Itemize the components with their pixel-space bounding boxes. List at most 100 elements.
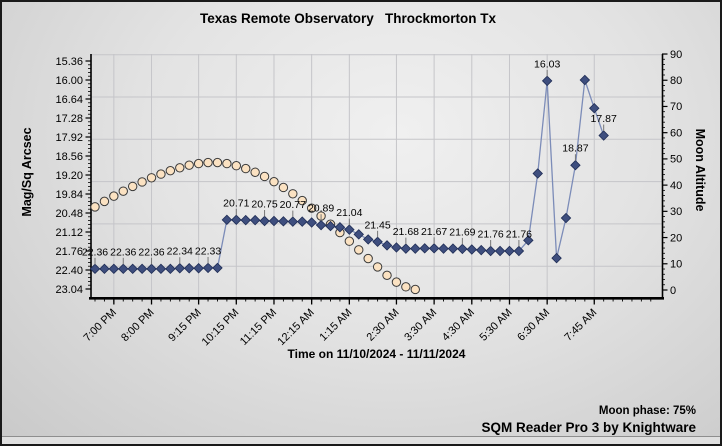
moon-data-point [231,161,242,171]
sqm-data-point [268,215,280,227]
sqm-data-point [466,244,478,255]
app-credit: SQM Reader Pro 3 by Knightware [481,420,696,435]
sqm-data-point [202,262,214,274]
sqm-data-point [249,214,261,226]
sqm-data-point [579,74,591,86]
sqm-data-point [221,214,233,226]
right-axis-ticks: 90 80 70 60 50 40 30 20 10 0 [662,49,682,297]
right-axis-tick-label: 80 [670,75,682,87]
sqm-data-point [193,262,204,274]
x-axis-tick-label: 8:00 PM [119,307,156,344]
left-axis-tick-label: 20.48 [55,208,83,220]
moon-phase-label: Moon phase: 75% [598,405,696,417]
sqm-data-point [155,263,167,275]
moon-data-point [193,158,204,169]
x-axis-tick-label: 12:15 AM [275,307,316,348]
sqm-point-label: 21.04 [336,207,362,219]
sqm-point-label: 21.68 [393,226,419,238]
sqm-data-point [485,245,496,257]
moon-data-point [127,181,138,192]
sqm-data-point [447,243,459,254]
moon-data-point [278,182,289,193]
sqm-data-point [306,217,317,228]
sqm-data-point [231,214,242,226]
left-axis-tick-label: 17.28 [55,113,83,125]
sqm-data-point [165,263,176,275]
sqm-point-label: 22.36 [82,246,108,258]
moon-data-point [156,169,166,179]
moon-data-point [410,284,420,295]
right-axis-tick-label: 20 [670,232,682,244]
left-axis-tick-label: 15.36 [55,56,83,68]
right-axis-tick-label: 0 [670,285,676,297]
x-axis-tick-label: 11:15 PM [238,307,279,348]
sqm-data-point [504,245,515,257]
sqm-data-point [532,168,543,179]
sqm-data-point [127,263,138,275]
sqm-point-label: 20.71 [223,197,249,209]
left-axis-tick-label: 16.64 [55,94,83,106]
sqm-data-point [523,235,534,246]
sqm-data-point [541,75,553,87]
sqm-point-label: 17.87 [591,113,617,125]
sqm-data-point [494,245,506,257]
moon-data-point [382,270,392,281]
status-bar [2,436,720,444]
sqm-point-label: 21.76 [506,229,532,241]
x-axis-tick-label: 7:45 AM [562,307,599,344]
left-axis-tick-label: 21.12 [55,227,83,239]
moon-data-point [391,277,402,287]
moon-data-point [222,158,232,169]
moon-data-point [344,236,355,246]
sqm-data-point [513,245,525,257]
sqm-point-label: 22.36 [110,246,136,258]
sqm-point-label: 20.77 [280,199,306,211]
sqm-data-point [118,263,129,275]
sqm-point-label: 20.89 [308,203,334,215]
sqm-data-point [391,242,402,253]
sqm-data-point [287,216,299,227]
sqm-point-label: 18.87 [562,143,588,155]
moon-data-point [165,165,176,176]
sqm-data-point [438,243,449,254]
gridlines [91,54,662,297]
sqm-data-point [400,243,412,254]
left-axis-tick-label: 19.20 [55,170,83,182]
moon-data-point [259,171,270,182]
moon-data-point [288,189,298,199]
left-axis-tick-label: 19.84 [55,189,83,201]
moon-data-point [297,195,307,206]
sqm-data-point [146,263,157,275]
x-axis-tick-label: 4:30 AM [440,307,477,344]
sqm-data-point [325,220,336,232]
left-axis-tick-label: 23.04 [55,284,83,296]
sqm-data-point [475,244,487,256]
right-axis-tick-label: 10 [670,259,682,271]
sqm-data-point [598,130,609,141]
left-axis-ticks: 15.36 16.00 16.64 17.28 17.92 18.56 19.20 19.84… [55,56,91,296]
moon-data-point [241,163,251,174]
x-axis-tick-label: 5:30 AM [478,307,515,344]
sqm-data-point [315,219,327,231]
sqm-data-point [259,215,270,227]
x-axis-tick-label: 7:00 PM [82,307,119,344]
moon-data-point [354,245,364,255]
moon-data-point [203,157,213,168]
moon-data-point [306,203,317,213]
sqm-data-point [419,243,430,254]
sqm-point-label: 21.76 [477,229,503,241]
y-axis-right-title: Moon Altitude [693,128,707,212]
right-axis-tick-label: 70 [670,101,682,113]
sqm-data-point [334,222,346,233]
sqm-data-point [410,243,421,254]
left-axis-tick-label: 21.76 [55,246,83,258]
x-axis-title: Time on 11/10/2024 - 11/11/2024 [287,347,466,361]
sqm-point-label: 20.75 [251,199,277,211]
sqm-data-point [570,159,581,171]
sqm-point-label: 21.67 [421,226,447,238]
moon-data-point [363,253,373,264]
moon-data-point [401,282,411,292]
